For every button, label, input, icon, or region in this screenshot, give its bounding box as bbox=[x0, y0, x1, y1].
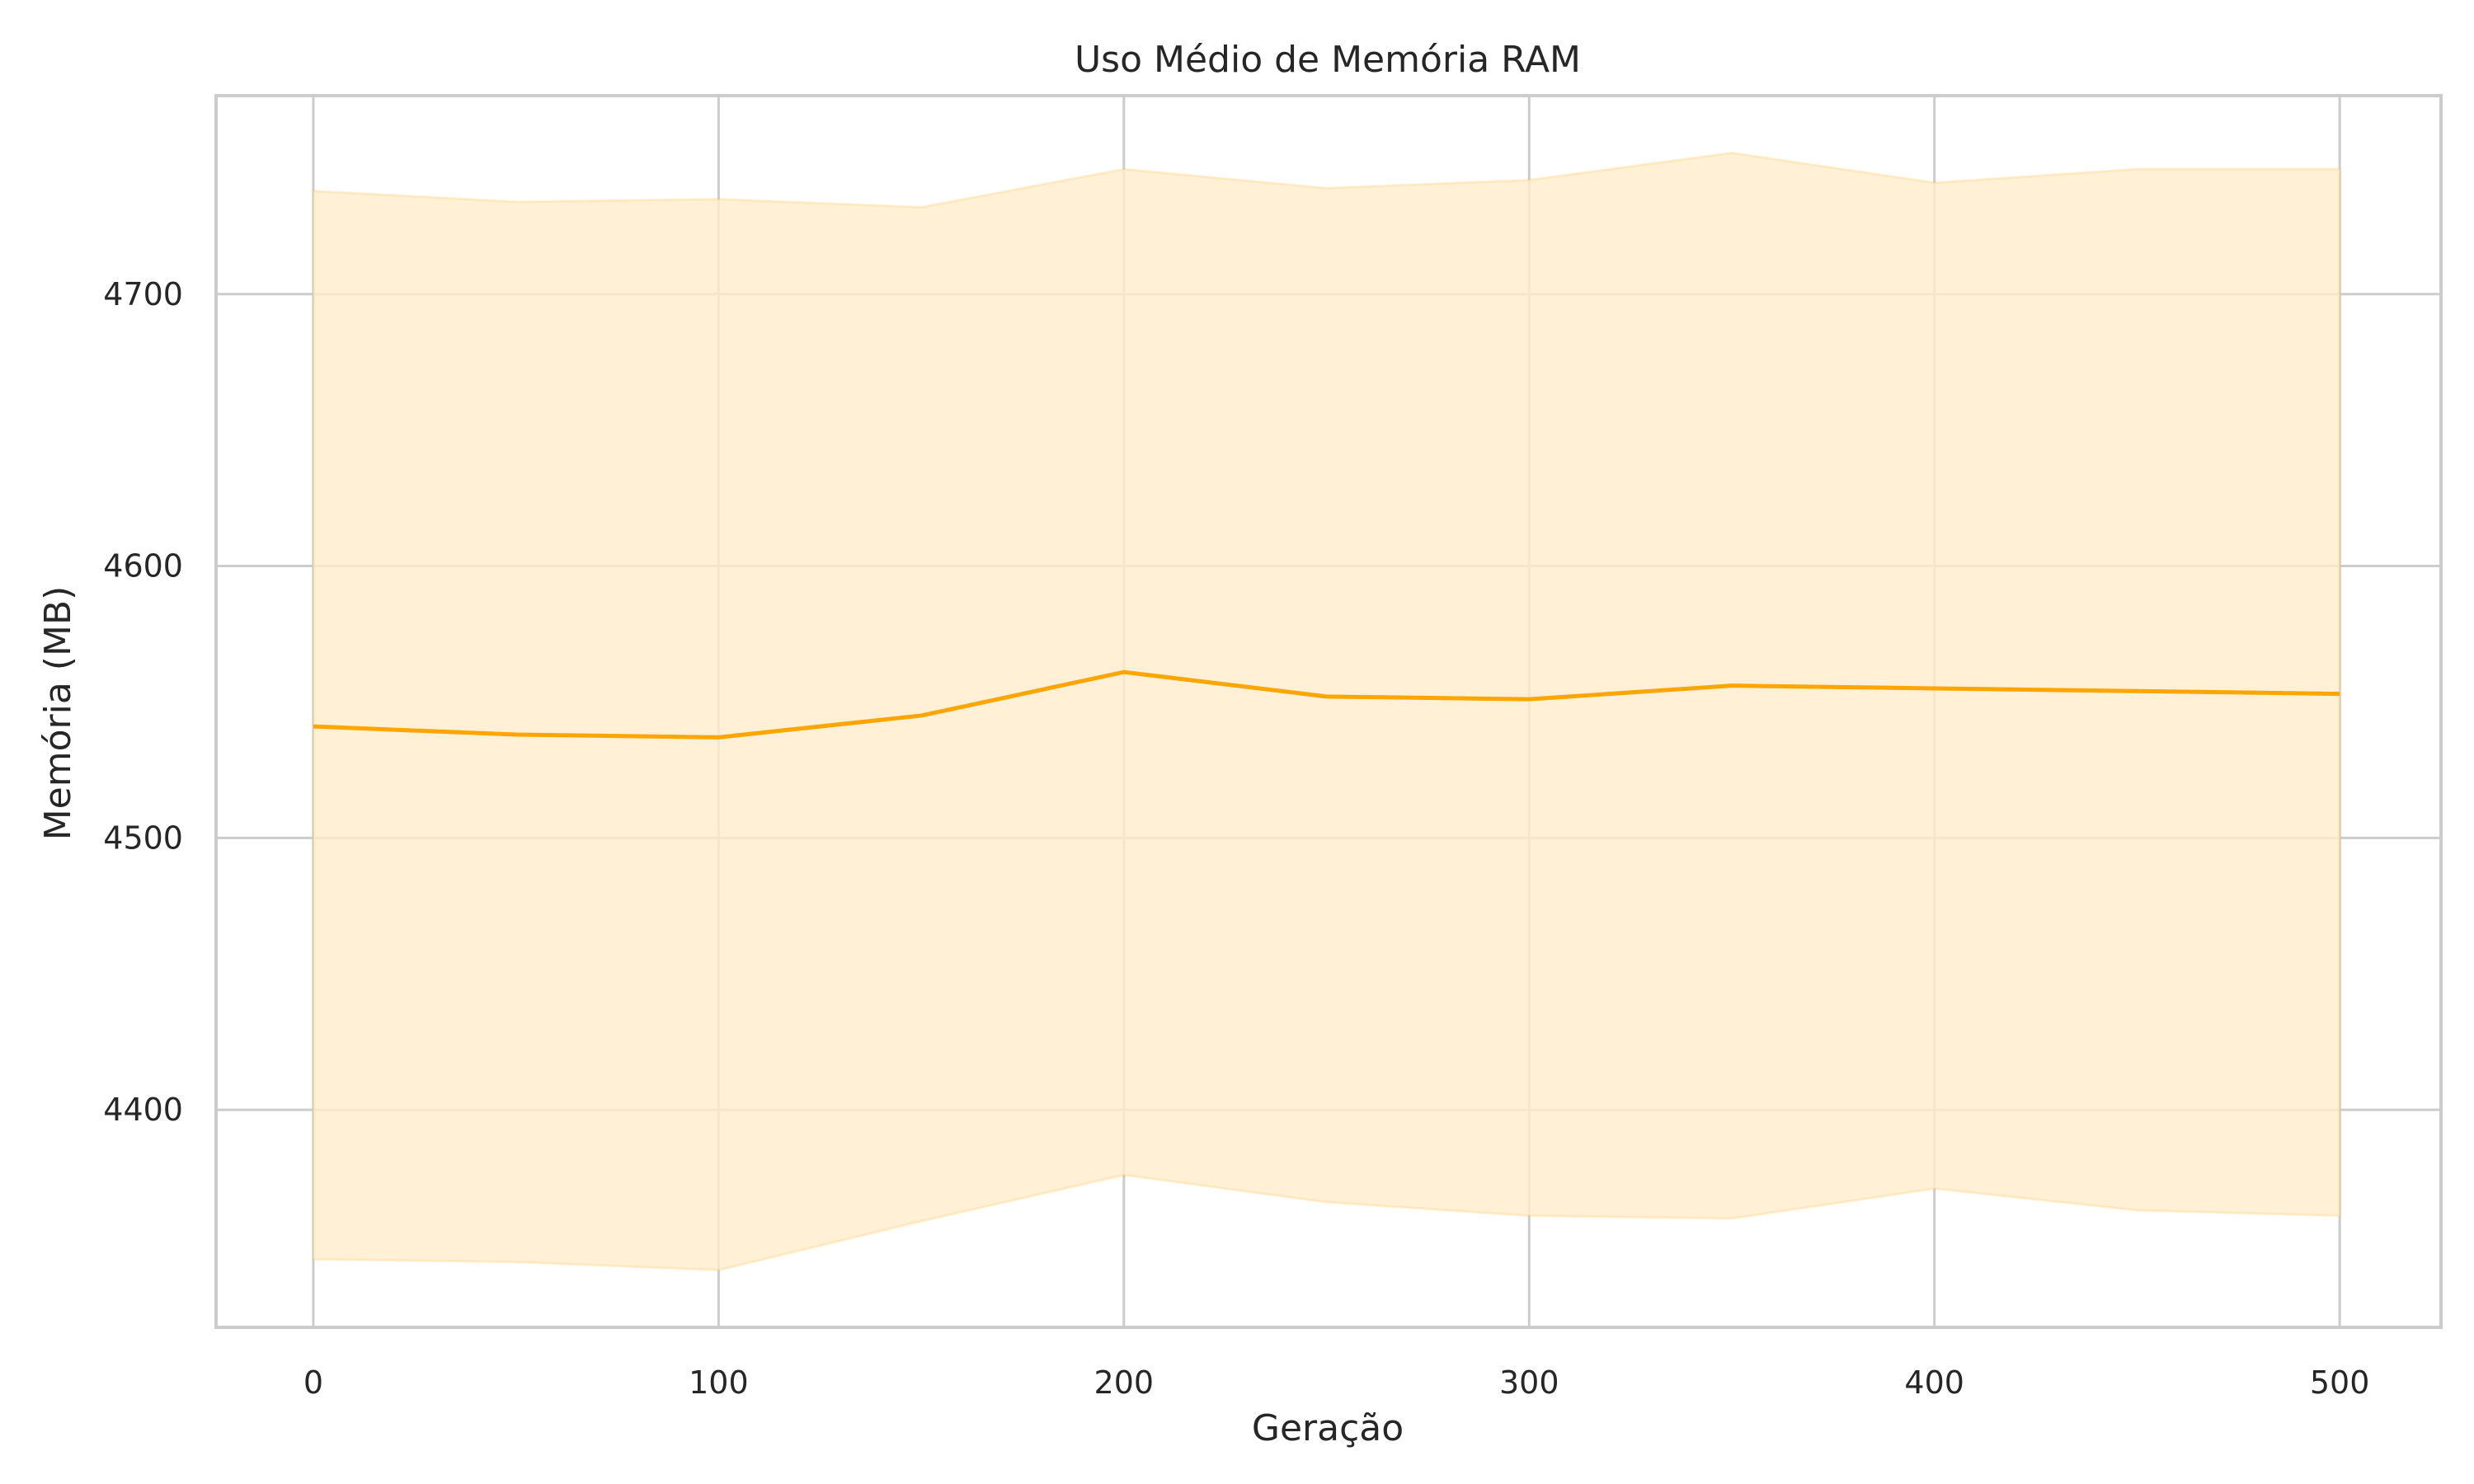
x-tick-label: 0 bbox=[303, 1364, 323, 1401]
plot-frame bbox=[214, 94, 2443, 1329]
x-tick-label: 200 bbox=[1094, 1364, 1155, 1401]
confidence-band bbox=[312, 151, 2341, 1272]
y-tick-label: 4400 bbox=[103, 1092, 183, 1128]
series-line bbox=[313, 669, 2340, 740]
x-tick-label: 500 bbox=[2310, 1364, 2370, 1401]
x-tick-label: 100 bbox=[689, 1364, 749, 1401]
series-line-layer bbox=[313, 669, 2340, 740]
y-tick-label: 4600 bbox=[103, 548, 183, 585]
y-tick-label: 4700 bbox=[103, 276, 183, 312]
chart-title: Uso Médio de Memória RAM bbox=[1075, 39, 1581, 81]
confidence-band-layer bbox=[312, 151, 2341, 1272]
x-tick-label: 300 bbox=[1499, 1364, 1559, 1401]
y-axis-title: Memória (MB) bbox=[37, 586, 79, 841]
x-axis-ticks: 0 100 200 300 400 500 bbox=[303, 1364, 2370, 1401]
y-axis-ticks: 4400 4500 4600 4700 bbox=[103, 276, 183, 1128]
x-tick-label: 400 bbox=[1904, 1364, 1964, 1401]
y-tick-label: 4500 bbox=[103, 819, 183, 856]
x-axis-title: Geração bbox=[1252, 1407, 1404, 1449]
